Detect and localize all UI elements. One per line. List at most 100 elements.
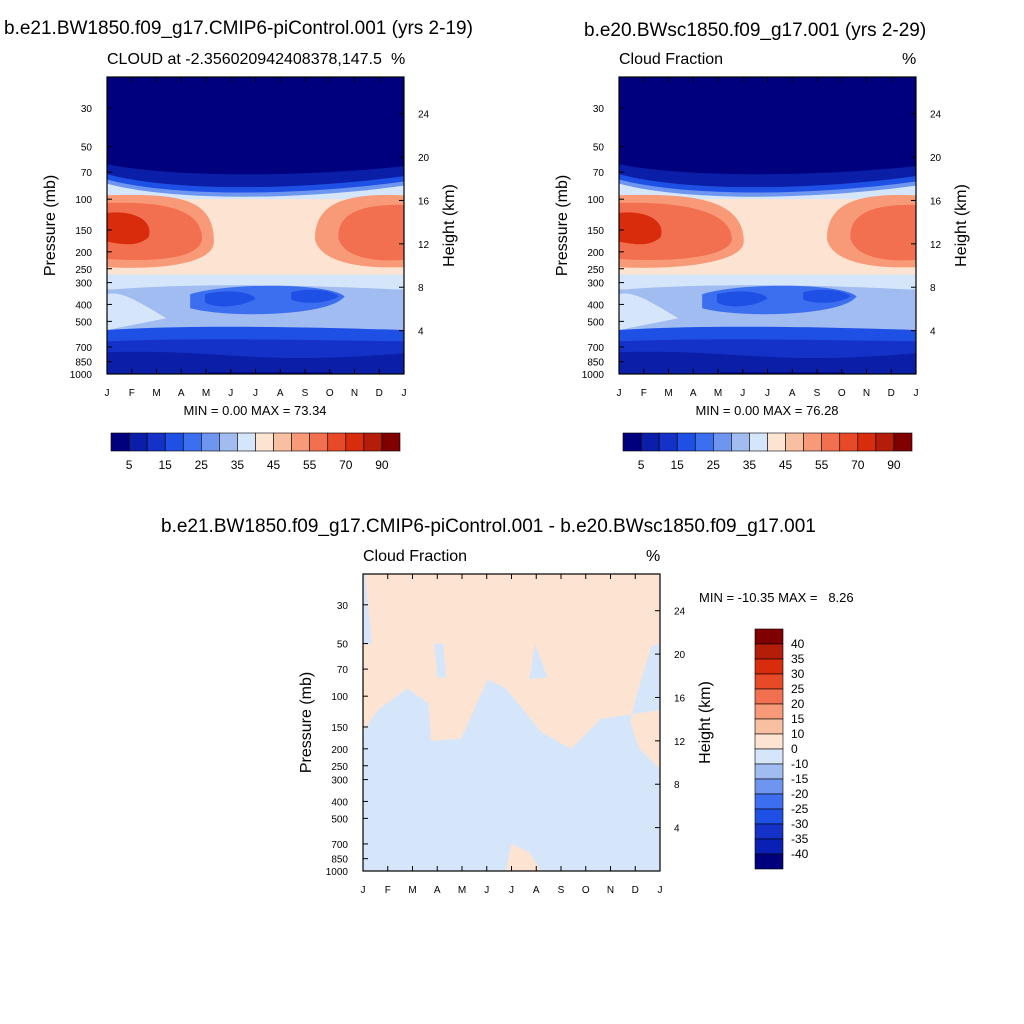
panel2-ylabel-right: Height (km): [953, 184, 970, 267]
field-blob-right-mid: [850, 204, 916, 261]
panel2-unit-label: %: [902, 51, 917, 68]
panel2-colorbar-label: 25: [707, 458, 721, 472]
panel3-colorbar-box: [754, 808, 784, 825]
panel2-colorbar-box: [694, 432, 714, 452]
panel3-colorbar-box: [754, 628, 784, 645]
panel1-colorbar-box: [219, 432, 238, 452]
panel3-colorbar-label: 10: [791, 727, 805, 741]
panel2-colorbar-label: 70: [851, 458, 865, 472]
panel3-colorbar-label: 35: [791, 652, 805, 666]
panel2-xtick-label: J: [617, 388, 622, 399]
panel2-xtick-label: F: [641, 388, 647, 399]
panel3-xtick-label: A: [533, 885, 540, 896]
panel2-ylabel: Pressure (mb): [554, 175, 571, 276]
panel3-colorbar-box: [754, 673, 784, 690]
panel1-colorbar-box: [363, 432, 383, 452]
panel1-xtick-label: A: [277, 388, 284, 399]
panel3-xtick-label: J: [484, 885, 489, 896]
panel1-ytick-label: 300: [75, 279, 92, 290]
panel2-ytick-label: 70: [593, 168, 605, 179]
panel2-rtick-label: 12: [930, 240, 942, 251]
panel3-colorbar-box: [754, 643, 784, 660]
panel3-ytick-label: 150: [331, 723, 348, 734]
panel2-xtick-label: A: [690, 388, 697, 399]
panel3-rtick-label: 24: [674, 607, 686, 618]
panel3-xtick-label: S: [558, 885, 565, 896]
panel3-ytick-label: 30: [337, 601, 349, 612]
panel1-ytick-label: 200: [75, 248, 92, 259]
panel3-ytick-label: 850: [331, 855, 348, 866]
panel1-colorbar-box: [273, 432, 292, 452]
panel1-colorbar-label: 70: [339, 458, 353, 472]
panel2-colorbar-label: 90: [887, 458, 901, 472]
panel2-rtick-label: 20: [930, 153, 942, 164]
panel1-colorbar-label: 5: [126, 458, 133, 472]
panel2-xtick-label: J: [740, 388, 745, 399]
panel2-colorbar-box: [731, 432, 750, 452]
panel2-colorbar-box: [839, 432, 859, 452]
panel3-colorbar-box: [754, 793, 784, 810]
panel2-left-label: Cloud Fraction: [619, 51, 724, 68]
panel3-colorbar-label: 30: [791, 667, 805, 681]
panel3-xtick-label: F: [385, 885, 391, 896]
panel2-colorbar-label: 15: [671, 458, 685, 472]
panel3-ytick-label: 70: [337, 665, 349, 676]
panel2-colorbar-box: [658, 432, 678, 452]
panel3-unit-label: %: [646, 548, 661, 565]
panel1-colorbar-box: [381, 432, 401, 452]
panel1-colorbar-label: 55: [303, 458, 317, 472]
panel3-ytick-label: 300: [331, 776, 348, 787]
panel1-xtick-label: J: [402, 388, 407, 399]
panel2-colorbar-box: [749, 432, 768, 452]
panel1-xtick-label: O: [326, 388, 334, 399]
panel1-colorbar-box: [327, 432, 347, 452]
field-mid-light: [107, 274, 404, 290]
panel1-colorbar-label: 15: [159, 458, 173, 472]
panel3-colorbar-label: -25: [791, 802, 809, 816]
panel3-ytick-label: 700: [331, 840, 348, 851]
panel2-colorbar-label: 35: [743, 458, 757, 472]
panel2-colorbar-box: [821, 432, 841, 452]
panel1-ytick-label: 50: [81, 143, 93, 154]
panel2-ytick-label: 250: [587, 265, 604, 276]
panel3-xtick-label: N: [607, 885, 614, 896]
panel1-colorbar-box: [128, 432, 148, 452]
panel3-xtick-label: A: [434, 885, 441, 896]
panel3-colorbar-label: -15: [791, 772, 809, 786]
panel1-ytick-label: 850: [75, 358, 92, 369]
panel3-xtick-label: O: [582, 885, 590, 896]
panel3-rtick-label: 12: [674, 737, 686, 748]
panel2-colorbar-label: 45: [779, 458, 793, 472]
panel2-rtick-label: 4: [930, 327, 936, 338]
panel1-colorbar-box: [309, 432, 329, 452]
panel3-colorbar-box: [754, 703, 784, 720]
panel2-ytick-label: 300: [587, 279, 604, 290]
panel1-ylabel: Pressure (mb): [42, 175, 59, 276]
panel3-xtick-label: J: [509, 885, 514, 896]
panel2-xtick-label: S: [814, 388, 821, 399]
panel3-colorbar-label: -10: [791, 757, 809, 771]
field-surface: [719, 372, 845, 374]
panel1-ytick-label: 100: [75, 195, 92, 206]
panel3-xtick-label: M: [458, 885, 466, 896]
panel2-ytick-label: 150: [587, 226, 604, 237]
panel1-xtick-label: J: [253, 388, 258, 399]
panel3-colorbar-box: [754, 838, 784, 855]
field-mid-left-light: [619, 293, 679, 330]
panel3-colorbar-box: [754, 823, 784, 840]
field-mid-core1: [205, 291, 256, 307]
panel3-colorbar-label: -35: [791, 832, 809, 846]
panel3-ytick-label: 100: [331, 692, 348, 703]
field-low3: [107, 351, 404, 374]
panel3-rtick-label: 16: [674, 693, 686, 704]
panel1-colorbar-box: [255, 432, 274, 452]
panel2-colorbar-box: [785, 432, 804, 452]
panel1-rtick-label: 16: [418, 196, 430, 207]
panel2-ytick-label: 500: [587, 317, 604, 328]
panel3-colorbar-box: [754, 748, 784, 765]
panel2-xtick-label: D: [888, 388, 895, 399]
panel1-colorbar-box: [291, 432, 310, 452]
panel2-title: b.e20.BWsc1850.f09_g17.001 (yrs 2-29): [584, 20, 927, 41]
panel3-colorbar-box: [754, 763, 784, 780]
